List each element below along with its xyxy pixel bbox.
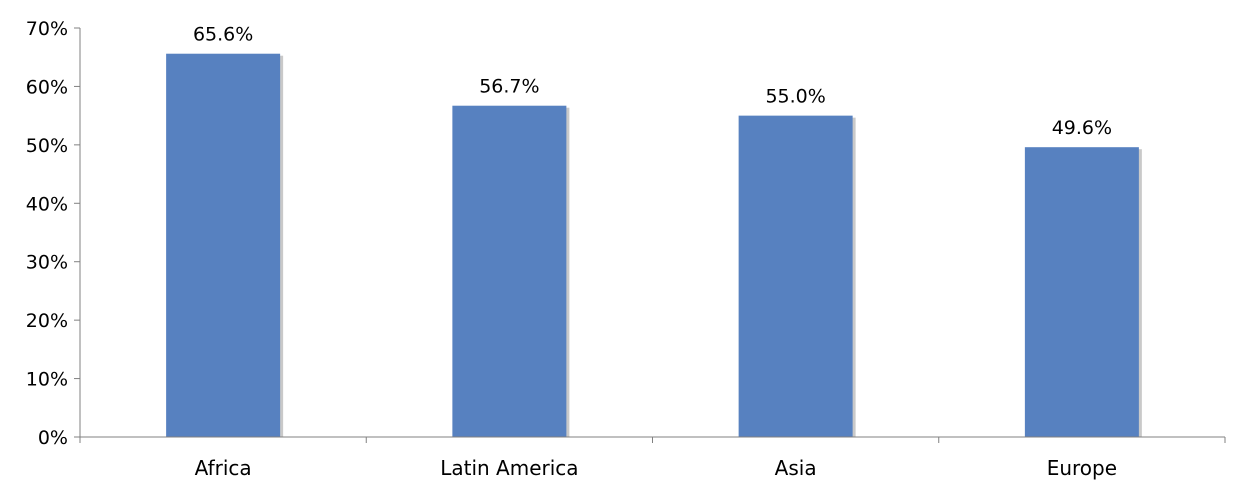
y-tick-label: 40% <box>26 193 68 215</box>
y-tick-label: 0% <box>38 427 68 449</box>
y-tick-label: 70% <box>26 18 68 40</box>
x-tick-label: Europe <box>1047 456 1117 480</box>
bar-latin-america <box>452 105 567 438</box>
y-tick-label: 10% <box>26 369 68 391</box>
bars: 65.6% 56.7% 55.0% 49.6% <box>166 24 1142 438</box>
bar-asia <box>738 115 853 438</box>
data-label: 65.6% <box>193 24 253 46</box>
y-tick-label: 50% <box>26 135 68 157</box>
x-tick-label: Asia <box>775 456 817 480</box>
bar-europe <box>1024 147 1139 438</box>
y-tick-label: 20% <box>26 310 68 332</box>
data-label: 55.0% <box>765 86 825 108</box>
data-label: 56.7% <box>479 76 539 98</box>
y-tick-label: 60% <box>26 76 68 98</box>
data-label: 49.6% <box>1052 117 1112 139</box>
bar-africa <box>166 53 281 438</box>
x-axis: Africa Latin America Asia Europe <box>79 436 1226 480</box>
x-tick-label: Africa <box>195 456 252 480</box>
y-axis: 0% 10% 20% 30% 40% 50% 60% 70% <box>26 18 81 449</box>
y-tick-label: 30% <box>26 252 68 274</box>
x-tick-label: Latin America <box>440 456 578 480</box>
